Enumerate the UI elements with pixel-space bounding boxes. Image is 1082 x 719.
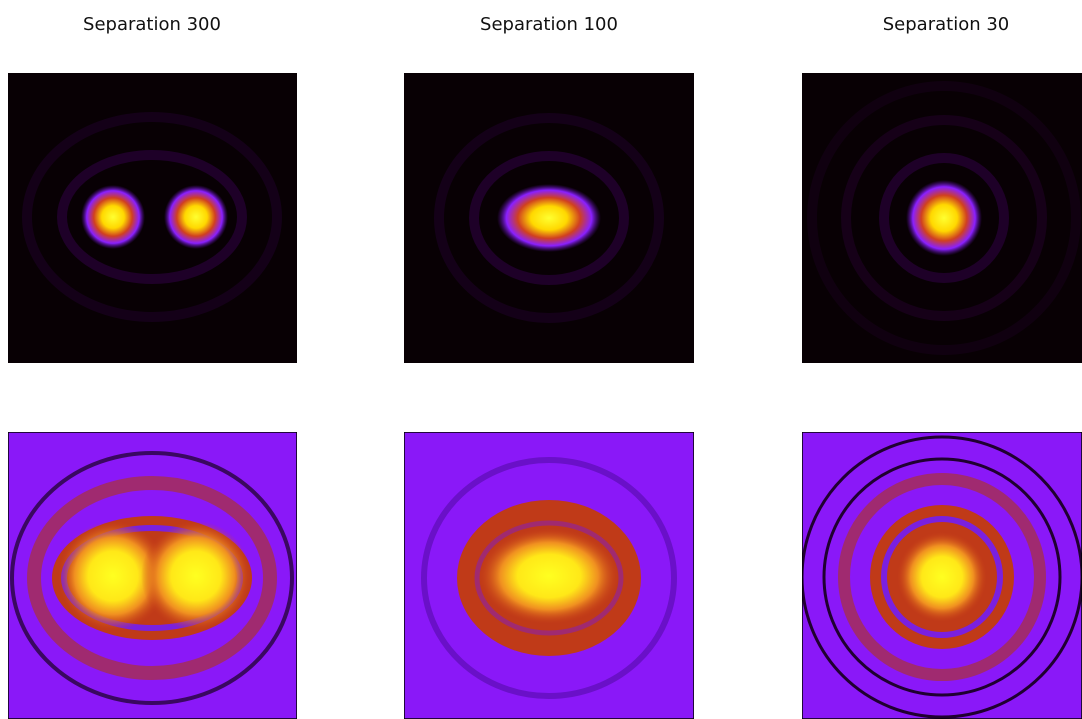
image-linear — [404, 73, 694, 363]
image-log — [404, 432, 694, 719]
image-linear — [802, 73, 1082, 363]
image-log — [8, 432, 297, 719]
image-linear — [8, 73, 297, 363]
figure: Separation 300 Separation 100 Separation… — [0, 0, 1082, 719]
panel-title: Separation 30 — [883, 14, 1010, 35]
panel-title: Separation 300 — [83, 14, 221, 35]
page: Separation 300 Separation 100 Separation… — [0, 0, 1082, 719]
panel-title: Separation 100 — [480, 14, 618, 35]
image-log — [802, 432, 1082, 719]
